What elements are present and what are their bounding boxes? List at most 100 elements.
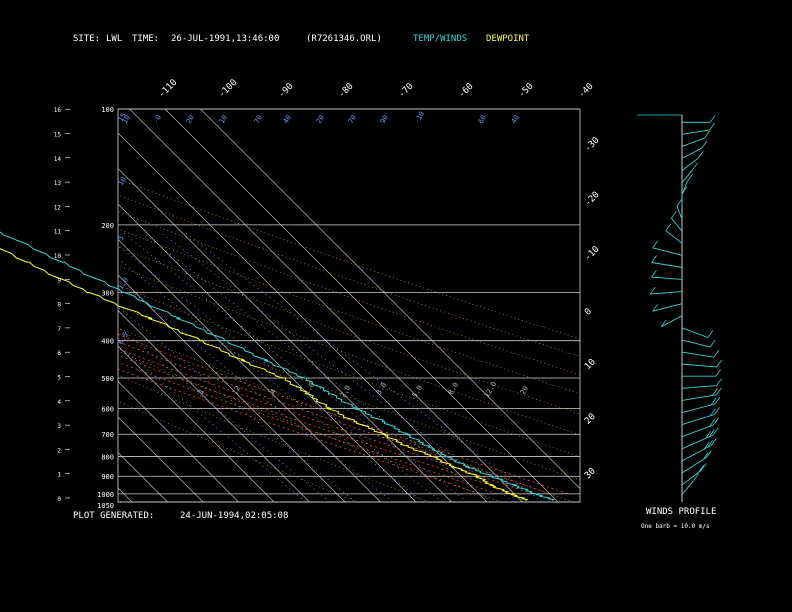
wind-barb-flag (701, 140, 708, 149)
dry-adiabat-line (118, 285, 580, 458)
wind-barb-shaft (665, 230, 683, 244)
mixing-ratio-line (118, 306, 356, 502)
wind-barb-shaft (681, 157, 699, 171)
wind-barb-flag (671, 210, 677, 219)
wind-barb-flag (709, 419, 716, 427)
mixing-ratio-line (161, 232, 514, 502)
isotherm-line (118, 345, 275, 502)
sounding-profiles (0, 231, 555, 501)
mixing-ratio-left-label: 1.0 (117, 276, 130, 291)
mixing-ratio-line (143, 232, 492, 502)
pressure-tick-label: 300 (101, 290, 114, 298)
isotherm-line (118, 452, 168, 502)
pressure-tick-label: 1050 (97, 502, 114, 510)
wind-barb-flag (687, 174, 693, 182)
mixing-ratio-left-label: 10 (117, 176, 128, 187)
top-temperature-label: -40 (577, 82, 596, 101)
wind-barb-shaft (681, 470, 702, 486)
mixing-ratio-value-label: 2.0 (339, 384, 352, 399)
wind-barb-flag (700, 463, 707, 471)
wind-barb-shaft (681, 403, 716, 413)
isotherm-line (0, 109, 26, 502)
wind-barb-flag (708, 429, 715, 437)
wind-barb-flag (651, 269, 657, 278)
isotherm-line (118, 274, 346, 502)
wind-barb-flag (704, 130, 710, 139)
dry-adiabat-label: 70 (253, 114, 264, 125)
wind-barb-shaft (671, 217, 683, 232)
site-value: LWL (106, 34, 122, 44)
top-temperature-label: -90 (277, 82, 296, 101)
wind-barb-shaft (681, 147, 703, 159)
wind-barb-shaft (681, 385, 717, 389)
wind-barb-shaft (651, 276, 683, 280)
wind-barb-shaft (681, 339, 711, 348)
top-temperature-label: -100 (217, 78, 239, 100)
pressure-tick-label: 400 (101, 338, 114, 346)
mixing-ratio-line (118, 257, 424, 502)
wind-barb-shaft (681, 480, 694, 496)
wind-barb-flag (716, 378, 723, 386)
dry-adiabat-label: 20 (315, 114, 326, 125)
altitude-tick-label: 7 (57, 326, 61, 333)
wind-barb-flag (709, 115, 716, 123)
mixing-ratio-value-label: 5.0 (411, 384, 424, 399)
right-temperature-label: -30 (583, 136, 602, 155)
wind-barb-shaft (681, 327, 709, 338)
isotherm-line (118, 381, 239, 502)
wind-barb-shaft (652, 303, 683, 312)
isotherm-line (118, 168, 452, 502)
pressure-tick-label: 200 (101, 222, 114, 230)
wind-barb-flag (707, 330, 714, 338)
altitude-tick-label: 6 (57, 350, 61, 357)
wind-barb-flag (710, 438, 717, 446)
time-value: 26-JUL-1991,13:46:00 (171, 34, 279, 44)
temperature-profile-line (0, 231, 555, 501)
wind-barb-shaft (681, 445, 712, 462)
dry-adiabat-label: 60 (477, 114, 488, 125)
wind-barb-flag (703, 452, 709, 460)
wind-barb-flag (712, 427, 719, 436)
dry-adiabat-label: 70 (347, 114, 358, 125)
winds-profile-panel (637, 114, 723, 502)
wind-barb-flag (709, 122, 716, 131)
mixing-ratio-value-label: 3.0 (375, 381, 388, 396)
altitude-tick-label: 1 (57, 472, 61, 479)
wind-barb-flag (714, 396, 721, 405)
wind-barb-flag (716, 387, 722, 396)
altitude-tick-label: 13 (54, 180, 62, 187)
altitude-tick-label: 12 (54, 204, 62, 211)
isotherm-line (118, 310, 310, 502)
mixing-ratio-line (185, 232, 543, 502)
top-temperature-label: -80 (337, 82, 356, 101)
altitude-tick-label: 15 (54, 132, 62, 139)
wind-barb-shaft (681, 169, 693, 184)
wind-barb-flag (676, 198, 683, 207)
isotherm-line (129, 109, 523, 502)
wind-barb-flag (697, 150, 704, 159)
wind-barb-flag (715, 368, 722, 377)
dry-adiabat-line (118, 400, 358, 502)
plot-generated-value: 24-JUN-1994,02:05:08 (180, 511, 288, 521)
plot-area (0, 109, 580, 502)
wind-barb-flag (707, 440, 714, 448)
isotherm-line (118, 203, 417, 502)
plot-generated-label: PLOT GENERATED: (73, 511, 154, 521)
right-temperature-label: 10 (583, 357, 598, 372)
pressure-tick-label: 500 (101, 375, 114, 383)
wind-barb-flag (652, 303, 659, 312)
wind-barb-shaft (681, 394, 717, 401)
wind-barb-flag (649, 286, 656, 295)
legend-dewpoint: DEWPOINT (486, 34, 530, 44)
dry-adiabat-line (118, 305, 580, 481)
wind-barb-shaft (681, 137, 705, 147)
wind-barb-shaft (681, 424, 714, 438)
isotherm-line (118, 239, 381, 502)
wind-barb-flag (703, 441, 710, 450)
pressure-tick-label: 800 (101, 454, 114, 462)
altitude-tick-label: 4 (57, 399, 61, 406)
altitude-tick-label: 3 (57, 423, 61, 430)
isotherm-line (200, 109, 580, 489)
top-temperature-label: -70 (397, 82, 416, 101)
